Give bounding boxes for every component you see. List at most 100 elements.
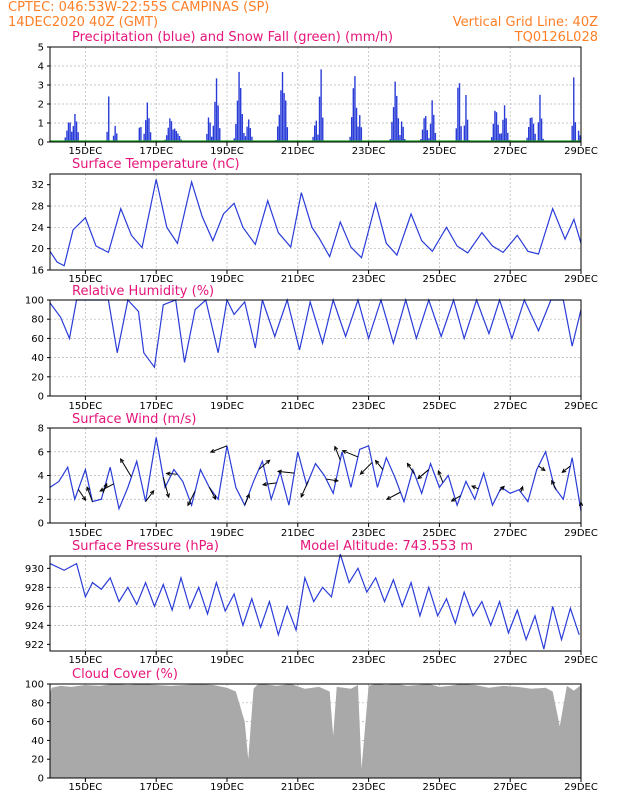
- wind-arrow: [165, 471, 178, 476]
- precip-bar: [526, 137, 528, 142]
- precip-bar: [283, 93, 285, 142]
- x-tick-label: 17DEC: [139, 655, 173, 666]
- x-tick-label: 27DEC: [493, 146, 527, 157]
- wind-arrow-shaft: [386, 491, 401, 500]
- y-tick-label: 20: [31, 372, 44, 383]
- precip-bar: [215, 78, 218, 142]
- wind-arrow-shaft: [551, 480, 557, 490]
- x-tick-label: 23DEC: [352, 274, 386, 285]
- precip-bar: [114, 125, 116, 142]
- precip-bar: [399, 135, 401, 142]
- precip-bar: [138, 127, 141, 142]
- precip-bar: [505, 118, 507, 142]
- y-tick-label: 8: [38, 424, 44, 435]
- wind-arrow-shaft: [437, 470, 444, 483]
- precip-bar: [172, 129, 174, 142]
- wind-arrow-head: [120, 457, 125, 463]
- wind-arrow-shaft: [166, 472, 178, 475]
- wind-arrow: [162, 477, 170, 499]
- precip-bar: [434, 133, 437, 142]
- precip-bar: [143, 133, 145, 142]
- x-tick-label: 15DEC: [69, 528, 103, 539]
- wind-arrow-head: [406, 462, 412, 468]
- wind-arrow-shaft: [244, 494, 250, 506]
- y-tick-label: 6: [38, 447, 44, 458]
- precip-bar: [315, 120, 318, 142]
- y-tick-label: 24: [31, 223, 44, 234]
- wind-arrow-head: [165, 471, 171, 476]
- precip-bar: [507, 132, 509, 142]
- y-tick-label: 80: [31, 698, 44, 709]
- precip-bar: [312, 136, 314, 142]
- wind-arrow: [450, 495, 461, 502]
- x-tick-label: 19DEC: [210, 401, 244, 412]
- y-tick-label: 1: [38, 119, 44, 130]
- precip-bar: [492, 123, 495, 142]
- precip-bar: [500, 133, 503, 142]
- wind-arrow: [499, 485, 505, 492]
- precip-bar: [148, 118, 150, 142]
- wind-arrow: [86, 486, 93, 502]
- panel-title: Surface Pressure (hPa): [72, 539, 219, 554]
- x-tick-label: 15DEC: [69, 274, 103, 285]
- precip-bar: [174, 128, 176, 142]
- precip-bar: [280, 90, 282, 142]
- x-tick-label: 21DEC: [281, 655, 315, 666]
- precip-bar: [286, 127, 289, 142]
- x-tick-label: 17DEC: [139, 782, 173, 793]
- wind-arrow-shaft: [561, 465, 571, 473]
- precip-bar: [66, 130, 68, 142]
- precip-bar: [318, 96, 321, 142]
- wind-arrow-head: [359, 470, 365, 475]
- y-tick-label: 40: [31, 353, 44, 364]
- wind-arrow-shaft: [451, 495, 461, 502]
- wind-arrow-head: [540, 466, 546, 472]
- x-tick-label: 21DEC: [281, 782, 315, 793]
- precip-bar: [494, 110, 496, 142]
- run-code: TQ0126L028: [514, 30, 598, 45]
- precip-bar: [106, 131, 108, 142]
- precip-bar: [71, 131, 73, 142]
- precip-bar: [502, 119, 504, 142]
- precip-bar: [169, 118, 171, 142]
- precip-bar: [431, 100, 433, 142]
- y-tick-label: 928: [25, 583, 44, 594]
- x-tick-label: 29DEC: [564, 655, 598, 666]
- wind-arrow: [334, 445, 341, 461]
- wind-arrow-head: [81, 496, 87, 502]
- precip-bar: [77, 132, 79, 142]
- precip-bar: [74, 113, 76, 142]
- precip-bar: [466, 119, 469, 142]
- series-line: [49, 179, 582, 267]
- precip-bar: [360, 127, 363, 142]
- wind-arrow-shaft: [258, 459, 270, 470]
- x-tick-label: 27DEC: [493, 782, 527, 793]
- precip-bar: [241, 113, 243, 142]
- y-tick-label: 40: [31, 736, 44, 747]
- precip-bar: [531, 117, 533, 142]
- wind-arrow-head: [333, 478, 339, 483]
- precip-bar: [574, 122, 577, 142]
- wind-arrow-shaft: [145, 490, 155, 502]
- y-tick-label: 32: [31, 180, 44, 191]
- precip-bar: [207, 117, 210, 142]
- wind-arrow-head: [187, 501, 192, 507]
- precip-bar: [233, 138, 235, 142]
- y-tick-label: 5: [38, 43, 44, 54]
- precip-bar: [497, 124, 499, 142]
- x-tick-label: 19DEC: [210, 655, 244, 666]
- precip-bar: [246, 126, 248, 142]
- precip-bar: [236, 100, 239, 142]
- x-tick-label: 27DEC: [493, 655, 527, 666]
- wind-arrow-head: [99, 487, 105, 492]
- precip-bar: [145, 120, 147, 142]
- wind-arrow-head: [437, 469, 442, 475]
- precip-bar: [167, 127, 169, 142]
- precip-bar: [529, 118, 532, 142]
- precip-bar: [112, 135, 115, 142]
- precip-bar: [428, 138, 430, 142]
- wind-panel: 0 2 4 6 8 15DEC 17DEC 19DEC 21DEC 23DEC 25DEC 27DEC…: [38, 412, 598, 539]
- pressure-panel: 922 924 926 928 930 15DEC 17DEC 19DEC 21DEC 23DEC…: [25, 539, 598, 666]
- wind-arrow: [276, 469, 295, 474]
- precip-bar: [177, 133, 179, 142]
